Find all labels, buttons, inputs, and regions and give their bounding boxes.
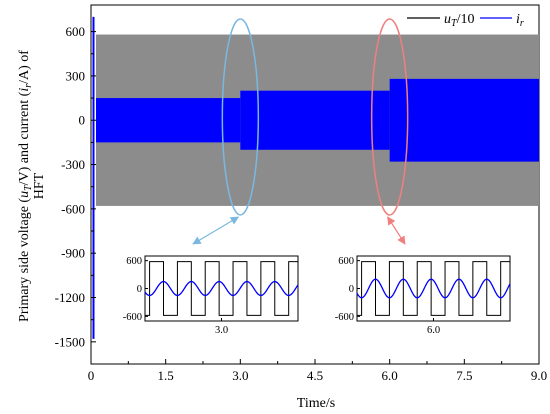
x-tick-label: 0 bbox=[88, 368, 95, 383]
y-axis-label: Primary side voltage (uT/V) and current … bbox=[17, 50, 47, 322]
highlight-arrow bbox=[387, 216, 406, 245]
inset-y-tick-label: 0 bbox=[137, 284, 142, 295]
svg-text:Primary side voltage (uT/V) a: Primary side voltage (uT/V) and current … bbox=[17, 50, 34, 322]
insets: 600 0 -600 3.0 600 0 -600 6.0 bbox=[123, 255, 511, 336]
inset-plot: 600 0 -600 6.0 bbox=[335, 255, 511, 336]
x-tick-label: 1.5 bbox=[158, 368, 174, 383]
y-tick-label: 300 bbox=[66, 68, 86, 83]
y-tick-label: 600 bbox=[66, 24, 86, 39]
y-tick-label: -300 bbox=[61, 157, 85, 172]
inset-y-tick-label: -600 bbox=[335, 312, 354, 323]
y-tick-label: 0 bbox=[79, 113, 86, 128]
highlight-arrow bbox=[192, 216, 240, 245]
x-tick-label: 9.0 bbox=[531, 368, 547, 383]
legend: uT/10 ir bbox=[407, 12, 524, 29]
inset-x-tick-label: 3.0 bbox=[215, 325, 228, 336]
inset-x-tick-label: 6.0 bbox=[427, 325, 440, 336]
inset-plot: 600 0 -600 3.0 bbox=[123, 255, 299, 336]
x-axis: 0 1.5 3.0 4.5 6.0 7.5 9.0 bbox=[88, 359, 547, 383]
inset-voltage-wave bbox=[145, 261, 298, 316]
y-axis-label-line-2: HFT bbox=[32, 172, 47, 199]
current-envelope-segment bbox=[389, 78, 539, 162]
inset-y-tick-label: 0 bbox=[349, 284, 354, 295]
y-axis-label-part-1: Primary side voltage ( bbox=[17, 198, 32, 322]
legend-label-current: ir bbox=[516, 12, 524, 29]
x-tick-label: 3.0 bbox=[232, 368, 248, 383]
inset-y-tick-label: 600 bbox=[338, 256, 354, 267]
highlight-ellipse bbox=[221, 18, 260, 216]
y-tick-label: -900 bbox=[61, 246, 85, 261]
highlight-ellipse bbox=[370, 18, 409, 216]
y-tick-label: -600 bbox=[61, 201, 85, 216]
x-tick-label: 4.5 bbox=[307, 368, 323, 383]
current-envelope-segment bbox=[95, 98, 241, 143]
current-series-band bbox=[95, 78, 539, 162]
x-tick-label: 7.5 bbox=[456, 368, 472, 383]
inset-current-wave bbox=[356, 278, 511, 299]
inset-current-wave bbox=[144, 280, 299, 297]
x-axis-label: Time/s bbox=[297, 396, 335, 411]
y-tick-label: -1500 bbox=[55, 334, 85, 349]
inset-voltage-wave bbox=[357, 261, 510, 316]
inset-y-tick-label: 600 bbox=[126, 256, 142, 267]
legend-label-voltage: uT/10 bbox=[444, 12, 474, 29]
x-tick-label: 6.0 bbox=[382, 368, 398, 383]
inset-y-tick-label: -600 bbox=[123, 312, 142, 323]
highlights bbox=[192, 18, 409, 245]
y-tick-label: -1200 bbox=[55, 290, 85, 305]
current-envelope-segment bbox=[240, 90, 390, 150]
y-axis: 600 300 0 -300 -600 -900 -1200 -1500 bbox=[55, 24, 96, 349]
plot-area bbox=[92, 16, 539, 339]
